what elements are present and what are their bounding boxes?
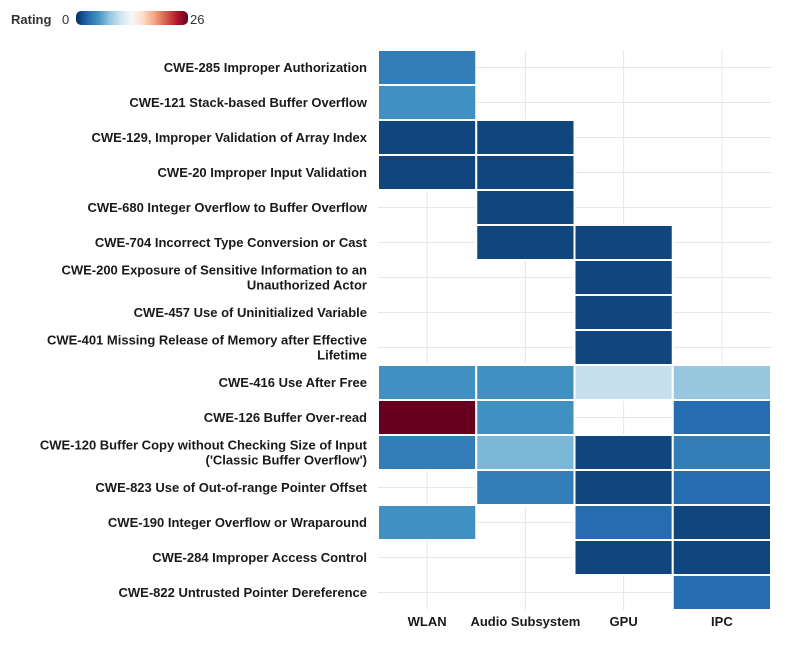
heatmap-cell	[573, 224, 674, 261]
heatmap-cell	[377, 399, 478, 436]
row-label: CWE-401 Missing Release of Memory after …	[47, 333, 367, 348]
column-label: IPC	[711, 614, 733, 629]
legend-colorbar	[76, 11, 188, 25]
row-label: CWE-190 Integer Overflow or Wraparound	[108, 515, 367, 530]
heatmap-cell	[671, 399, 772, 436]
row-label: CWE-285 Improper Authorization	[164, 60, 367, 75]
heatmap-cell	[475, 224, 576, 261]
heatmap-cell	[573, 434, 674, 471]
heatmap-cell	[377, 84, 478, 121]
row-label: CWE-200 Exposure of Sensitive Informatio…	[61, 263, 367, 278]
row-label: CWE-284 Improper Access Control	[152, 550, 367, 565]
row-label: CWE-20 Improper Input Validation	[158, 165, 368, 180]
heatmap-cell	[475, 434, 576, 471]
heatmap-cell	[671, 504, 772, 541]
heatmap-cell	[671, 539, 772, 576]
heatmap-cell	[671, 434, 772, 471]
heatmap-cell	[377, 154, 478, 191]
column-label: Audio Subsystem	[470, 614, 580, 629]
heatmap-cell	[377, 364, 478, 401]
row-label: CWE-704 Incorrect Type Conversion or Cas…	[95, 235, 368, 250]
row-label: CWE-416 Use After Free	[219, 375, 367, 390]
heatmap-cell	[671, 574, 772, 611]
heatmap-cell	[573, 259, 674, 296]
column-label: GPU	[610, 614, 638, 629]
heatmap-cell	[671, 364, 772, 401]
heatmap-cell	[475, 189, 576, 226]
row-label: CWE-120 Buffer Copy without Checking Siz…	[40, 438, 368, 453]
row-label: Unauthorized Actor	[247, 278, 367, 293]
legend-max-label: 26	[190, 12, 204, 27]
heatmap-cell	[475, 399, 576, 436]
row-label: CWE-129, Improper Validation of Array In…	[92, 130, 368, 145]
legend-title: Rating	[11, 12, 52, 27]
heatmap-cell	[377, 504, 478, 541]
heatmap-cell	[377, 119, 478, 156]
column-label: WLAN	[408, 614, 447, 629]
row-label: CWE-823 Use of Out-of-range Pointer Offs…	[95, 480, 367, 495]
heatmap-cell	[573, 539, 674, 576]
row-label: ('Classic Buffer Overflow')	[206, 453, 368, 468]
heatmap-cell	[671, 469, 772, 506]
heatmap-cell	[573, 504, 674, 541]
row-label: CWE-457 Use of Uninitialized Variable	[134, 305, 367, 320]
heatmap-cell	[573, 294, 674, 331]
heatmap-cells	[377, 49, 772, 611]
row-label: CWE-126 Buffer Over-read	[204, 410, 367, 425]
heatmap-cell	[377, 49, 478, 86]
row-label: CWE-680 Integer Overflow to Buffer Overf…	[87, 200, 367, 215]
column-labels: WLAN Audio Subsystem GPU IPC	[408, 614, 734, 629]
heatmap-cell	[377, 434, 478, 471]
row-labels: CWE-285 Improper Authorization CWE-121 St…	[40, 60, 368, 600]
heatmap-cell	[475, 469, 576, 506]
heatmap-cell	[475, 364, 576, 401]
heatmap-cell	[475, 154, 576, 191]
heatmap-cell	[573, 469, 674, 506]
heatmap-cell	[475, 119, 576, 156]
legend-min-label: 0	[62, 12, 69, 27]
row-label: Lifetime	[317, 348, 367, 363]
heatmap-cell	[573, 364, 674, 401]
heatmap-cell	[573, 329, 674, 366]
legend: Rating 0 26	[11, 11, 204, 27]
row-label: CWE-121 Stack-based Buffer Overflow	[129, 95, 368, 110]
row-label: CWE-822 Untrusted Pointer Dereference	[118, 585, 367, 600]
